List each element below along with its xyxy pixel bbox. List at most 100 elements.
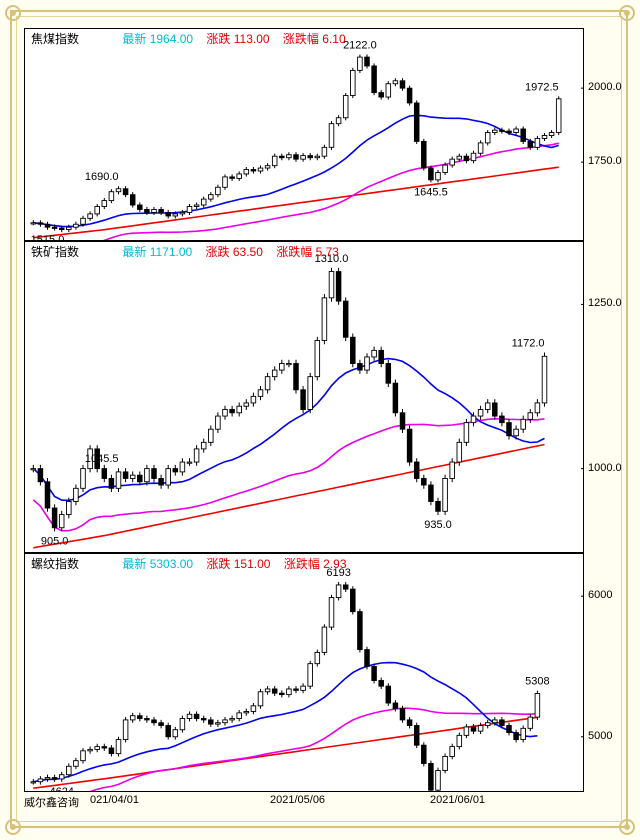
candle-body <box>151 468 157 479</box>
candle-body <box>470 152 477 162</box>
candle-body <box>499 415 505 424</box>
candle-body <box>271 155 278 167</box>
corner-ornament-icon <box>616 816 638 838</box>
price-annotation: 1045.5 <box>85 453 119 465</box>
index-name: 螺纹指数 <box>31 557 80 571</box>
decorative-frame-outer <box>10 10 628 828</box>
candle-body <box>456 441 463 463</box>
candle-body <box>541 355 548 404</box>
candle-body <box>328 271 335 299</box>
candle-body <box>37 468 44 483</box>
candle-body <box>115 188 122 193</box>
candle-body <box>193 448 200 463</box>
candle-body <box>73 760 79 767</box>
candle-body <box>58 514 65 529</box>
candle-body <box>30 781 37 784</box>
candle-body <box>94 746 100 750</box>
candle-body <box>51 507 58 529</box>
candle-body <box>122 188 129 196</box>
candle-body <box>165 211 171 217</box>
candle-body <box>286 154 292 159</box>
price-annotation: 935.0 <box>424 519 452 531</box>
candle-body <box>357 56 363 71</box>
candle-body <box>421 140 427 169</box>
iron-ore-chart-panel: 铁矿指数 最新 1171.00 涨跌 63.50 涨跌幅 5.73 1310.0… <box>24 241 584 553</box>
price-annotation: 6193 <box>326 567 350 579</box>
candle-body <box>520 418 526 430</box>
candle-body <box>30 222 37 225</box>
candle-body <box>186 461 193 464</box>
candle-body <box>158 478 164 486</box>
candle-body <box>492 402 498 417</box>
candle-body <box>314 651 321 665</box>
candle-body <box>137 715 143 719</box>
candle-body <box>399 412 406 430</box>
candle-body <box>499 719 505 726</box>
candle-body <box>264 165 271 169</box>
candle-body <box>73 487 79 502</box>
candle-body <box>406 428 413 463</box>
percent-change: 涨跌幅 2.93 <box>283 557 347 571</box>
ma-long-line <box>33 716 538 789</box>
candle-body <box>200 198 207 206</box>
price-annotation: 5308 <box>525 676 549 688</box>
candle-body <box>442 755 448 771</box>
candle-body <box>456 155 463 160</box>
candle-body <box>449 461 455 479</box>
candle-body <box>364 356 370 371</box>
corner-ornament-icon <box>616 2 638 24</box>
candle-body <box>101 468 108 479</box>
candle-body <box>215 722 221 725</box>
candle-body <box>66 765 72 776</box>
candle-body <box>271 688 278 694</box>
candle-body <box>208 194 214 200</box>
ma-mid-line <box>89 707 538 791</box>
candle-body <box>307 663 313 687</box>
candle-body <box>129 474 136 479</box>
candle-body <box>456 734 463 748</box>
candle-body <box>527 716 534 729</box>
candle-body <box>484 402 491 410</box>
candle-body <box>484 132 491 144</box>
candle-body <box>44 777 51 780</box>
candle-body <box>186 206 193 213</box>
candle-body <box>73 223 79 228</box>
candle-body <box>555 98 562 133</box>
candle-body <box>534 138 541 148</box>
candle-body <box>357 611 363 651</box>
candle-body <box>506 130 512 133</box>
candle-body <box>257 167 264 172</box>
candle-body <box>463 726 470 736</box>
candle-body <box>385 363 392 384</box>
x-axis: 威尔鑫咨询 021/04/01 2021/05/06 2021/06/01 <box>24 792 584 810</box>
candle-body <box>58 227 65 231</box>
candle-body <box>286 363 292 366</box>
candle-body <box>328 597 335 628</box>
candle-body <box>179 211 186 215</box>
candle-body <box>101 746 108 749</box>
candle-body <box>80 468 86 489</box>
candle-body <box>421 744 427 764</box>
percent-change: 涨跌幅 6.10 <box>282 32 346 46</box>
candle-body <box>506 725 512 733</box>
candle-body <box>80 750 86 762</box>
candle-body <box>300 155 306 160</box>
candle-body <box>428 167 434 181</box>
candle-body <box>151 209 157 213</box>
candle-body <box>477 409 484 417</box>
price-change: 涨跌 151.00 <box>206 557 271 571</box>
candle-body <box>520 727 526 741</box>
candle-body <box>66 226 72 231</box>
price-annotation: 2122.0 <box>343 40 377 52</box>
candle-body <box>534 402 541 414</box>
candle-body <box>293 154 299 160</box>
candle-body <box>357 363 363 371</box>
y-tick-label: 2000.0 <box>588 81 622 94</box>
candle-body <box>172 468 179 473</box>
candle-body <box>243 711 250 714</box>
price-change: 涨跌 63.50 <box>205 245 263 259</box>
rebar-chart-panel: 螺纹指数 最新 5303.00 涨跌 151.00 涨跌幅 2.93 6193 5… <box>24 553 584 792</box>
candle-body <box>51 777 58 780</box>
candle-body <box>385 83 392 98</box>
candle-body <box>94 448 100 470</box>
